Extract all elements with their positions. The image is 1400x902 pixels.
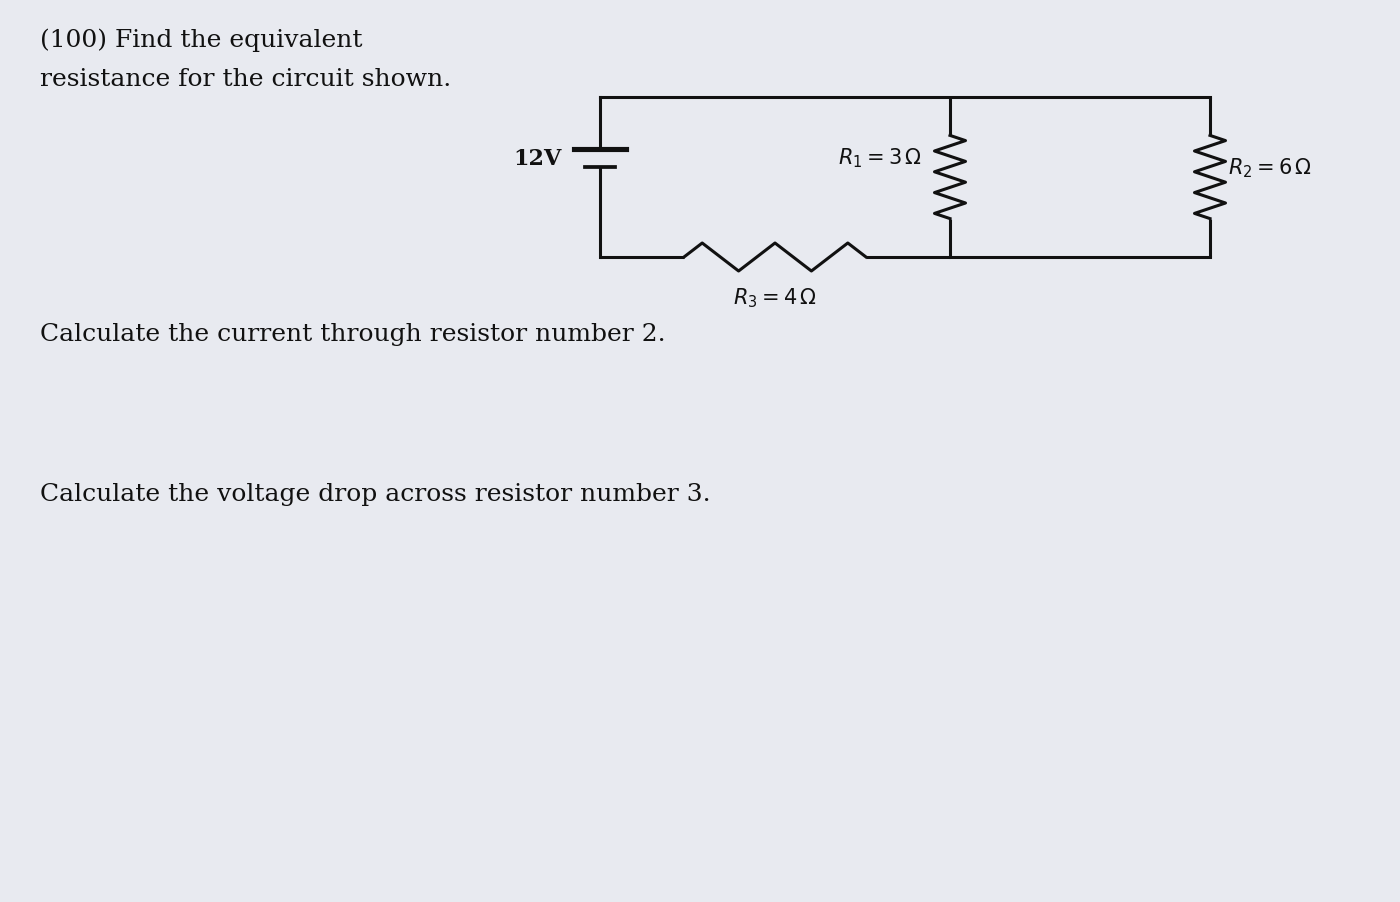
Text: $R_3=4\,\Omega$: $R_3=4\,\Omega$	[734, 286, 818, 309]
Text: 12V: 12V	[514, 148, 561, 170]
Text: Calculate the current through resistor number 2.: Calculate the current through resistor n…	[41, 323, 665, 345]
Text: (100) Find the equivalent: (100) Find the equivalent	[41, 28, 363, 51]
Text: Calculate the voltage drop across resistor number 3.: Calculate the voltage drop across resist…	[41, 483, 711, 505]
Text: $R_2=6\,\Omega$: $R_2=6\,\Omega$	[1228, 156, 1312, 179]
Text: resistance for the circuit shown.: resistance for the circuit shown.	[41, 68, 451, 91]
Text: $R_1=3\,\Omega$: $R_1=3\,\Omega$	[839, 146, 923, 170]
